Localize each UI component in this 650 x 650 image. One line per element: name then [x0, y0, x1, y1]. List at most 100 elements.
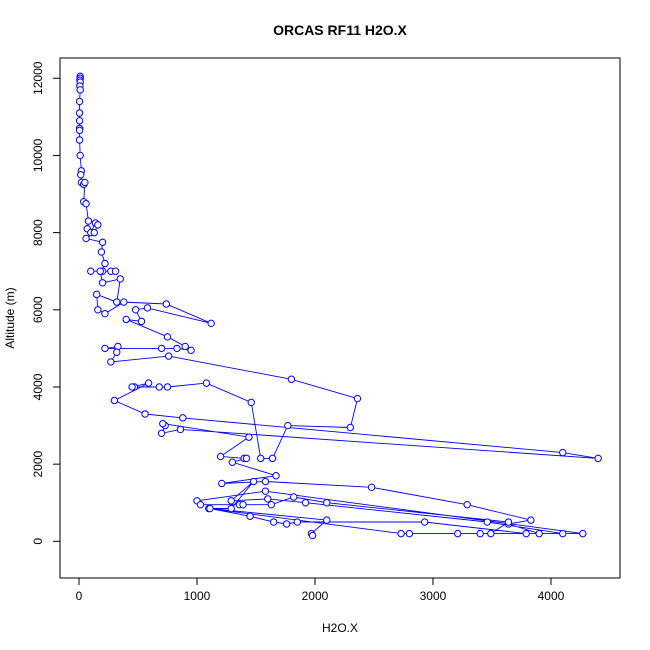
data-point	[101, 309, 109, 318]
data-point	[323, 516, 331, 524]
data-line	[79, 76, 599, 536]
y-tick-label: 12000	[31, 61, 45, 95]
y-axis-label: Altitude (m)	[3, 287, 17, 348]
data-point	[159, 419, 167, 428]
data-point	[94, 221, 102, 229]
data-point	[110, 396, 119, 405]
data-point	[173, 344, 181, 353]
data-point	[116, 275, 124, 283]
data-point	[293, 518, 301, 526]
data-point	[176, 425, 185, 434]
data-point	[559, 529, 567, 538]
data-point	[164, 352, 173, 360]
data-point	[594, 454, 602, 463]
data-point	[405, 529, 414, 538]
data-point	[227, 497, 235, 505]
data-point	[284, 421, 292, 430]
data-point	[353, 394, 362, 403]
y-tick-label: 2000	[31, 450, 45, 477]
data-point	[181, 342, 189, 351]
data-point	[504, 518, 513, 526]
data-point	[157, 429, 166, 437]
data-point	[97, 248, 106, 256]
data-point	[98, 279, 107, 287]
data-point	[454, 529, 462, 538]
data-point	[114, 342, 122, 351]
data-point	[162, 300, 171, 308]
y-tick-label: 6000	[31, 296, 45, 323]
data-point	[323, 499, 331, 507]
data-point	[301, 499, 310, 507]
data-point	[282, 520, 291, 528]
data-point	[397, 529, 405, 538]
data-point	[268, 454, 277, 463]
data-point	[257, 454, 265, 463]
data-point	[113, 298, 121, 306]
data-point	[196, 500, 205, 509]
data-point	[75, 126, 84, 135]
data-point	[144, 379, 153, 387]
data-point	[141, 410, 149, 418]
data-point	[535, 529, 543, 538]
data-point	[75, 109, 84, 117]
x-axis-label: H2O.X	[322, 621, 358, 635]
data-point	[239, 500, 247, 509]
data-point	[264, 495, 272, 503]
data-point	[113, 348, 121, 356]
data-point	[75, 136, 84, 144]
chart-title: ORCAS RF11 H2O.X	[273, 22, 407, 38]
data-point	[290, 493, 298, 501]
data-point	[487, 529, 495, 538]
data-point	[94, 306, 102, 314]
data-point	[559, 448, 567, 457]
data-point	[82, 234, 90, 243]
data-point	[272, 472, 280, 480]
data-point	[101, 259, 109, 268]
data-point	[242, 454, 251, 463]
data-point	[120, 298, 128, 306]
data-point	[75, 97, 84, 106]
data-point	[421, 518, 429, 526]
data-point	[483, 518, 491, 526]
data-point	[76, 86, 84, 94]
data-point	[96, 267, 104, 275]
data-point	[90, 228, 99, 237]
data-point	[122, 315, 130, 324]
data-point	[163, 333, 172, 341]
data-point	[131, 306, 140, 314]
data-point	[179, 414, 187, 422]
data-point	[227, 504, 235, 513]
data-point	[128, 383, 136, 391]
data-point	[261, 487, 270, 495]
data-point	[81, 178, 89, 187]
data-point	[246, 512, 254, 520]
data-point	[367, 483, 376, 492]
y-tick-label: 10000	[31, 138, 45, 172]
data-point	[163, 383, 172, 391]
data-point	[143, 304, 152, 312]
data-point	[579, 529, 587, 538]
data-point	[82, 199, 90, 208]
x-tick-label: 0	[76, 589, 83, 603]
data-point	[206, 504, 214, 513]
plot-frame	[59, 57, 621, 579]
data-point	[346, 423, 355, 432]
data-point	[216, 452, 225, 461]
data-point	[207, 319, 215, 328]
data-point	[261, 477, 270, 486]
data-point	[249, 477, 258, 486]
data-point	[155, 383, 163, 391]
data-point	[92, 290, 101, 299]
y-tick-label: 8000	[31, 219, 45, 246]
x-tick-label: 2000	[302, 589, 329, 603]
data-point	[247, 398, 255, 407]
data-point	[308, 531, 317, 540]
data-point	[267, 500, 276, 509]
data-point	[269, 518, 278, 526]
data-point	[245, 433, 253, 441]
data-point	[107, 358, 115, 366]
y-tick-label: 0	[31, 538, 45, 545]
y-tick-label: 4000	[31, 373, 45, 400]
data-point	[228, 458, 237, 466]
